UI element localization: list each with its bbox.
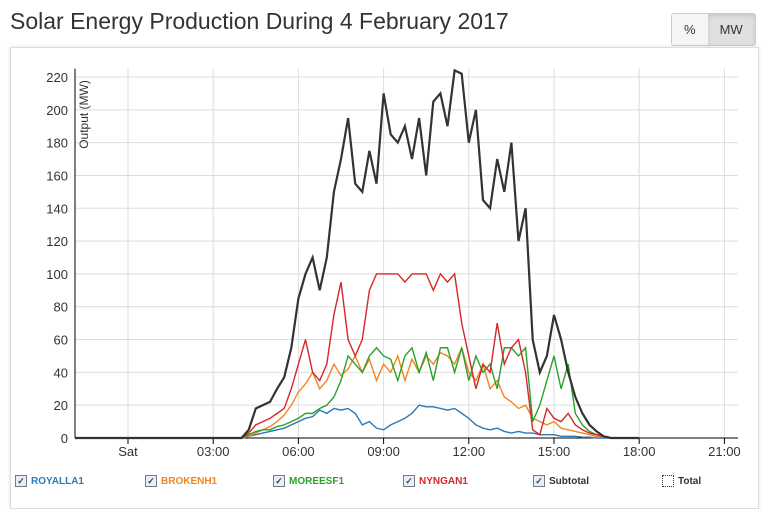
legend-label: BROKENH1 bbox=[161, 475, 218, 487]
x-tick-label: 12:00 bbox=[453, 444, 486, 459]
legend-label: MOREESF1 bbox=[289, 475, 345, 487]
y-tick-label: 160 bbox=[46, 168, 68, 183]
series-line-subtotal bbox=[75, 68, 640, 440]
legend-checkbox[interactable]: ✓ bbox=[533, 475, 545, 487]
legend-label: Total bbox=[678, 475, 702, 487]
series-line-moreesf1 bbox=[75, 346, 640, 439]
y-tick-label: 200 bbox=[46, 103, 68, 118]
series-line-royalla1 bbox=[75, 404, 640, 439]
chart: 0 20 40 60 80 100 120 140 160 180 200 220 Sat 03:00 06… bbox=[46, 68, 741, 459]
y-axis-label: Output (MW) bbox=[77, 80, 91, 149]
legend-item-brokenh1[interactable]: ✓ BROKENH1 bbox=[145, 475, 217, 487]
mw-button[interactable]: MW bbox=[707, 14, 755, 45]
x-tick-label: 06:00 bbox=[282, 444, 315, 459]
series-line-brokenh1 bbox=[75, 345, 640, 439]
legend-checkbox[interactable]: ✓ bbox=[403, 475, 415, 487]
legend-checkbox[interactable]: ✓ bbox=[273, 475, 285, 487]
legend-item-total[interactable]: Total bbox=[662, 475, 701, 487]
y-tick-label: 100 bbox=[46, 267, 68, 282]
y-tick-label: 120 bbox=[46, 234, 68, 249]
legend-label: ROYALLA1 bbox=[31, 475, 84, 487]
legend-item-moreesf1[interactable]: ✓ MOREESF1 bbox=[273, 475, 344, 487]
unit-toggle: % MW bbox=[671, 13, 756, 46]
y-tick-label: 60 bbox=[54, 333, 68, 348]
x-tick-label: 21:00 bbox=[708, 444, 741, 459]
percent-button[interactable]: % bbox=[672, 14, 708, 45]
y-tick-label: 0 bbox=[61, 431, 68, 446]
x-tick-label: Sat bbox=[118, 444, 138, 459]
x-tick-label: 09:00 bbox=[367, 444, 400, 459]
legend-checkbox[interactable]: ✓ bbox=[145, 475, 157, 487]
legend-item-nyngan1[interactable]: ✓ NYNGAN1 bbox=[403, 475, 468, 487]
legend-item-subtotal[interactable]: ✓ Subtotal bbox=[533, 475, 589, 487]
series-line-nyngan1 bbox=[75, 272, 640, 439]
legend-checkbox[interactable]: ✓ bbox=[15, 475, 27, 487]
legend-checkbox[interactable] bbox=[662, 475, 674, 487]
legend-label: NYNGAN1 bbox=[419, 475, 468, 487]
page-title: Solar Energy Production During 4 Februar… bbox=[10, 8, 509, 34]
y-tick-label: 220 bbox=[46, 70, 68, 85]
y-tick-label: 20 bbox=[54, 398, 68, 413]
y-tick-label: 140 bbox=[46, 201, 68, 216]
x-tick-label: 18:00 bbox=[623, 444, 656, 459]
y-tick-label: 180 bbox=[46, 136, 68, 151]
y-tick-label: 80 bbox=[54, 300, 68, 315]
legend-label: Subtotal bbox=[549, 475, 589, 487]
legend-item-royalla1[interactable]: ✓ ROYALLA1 bbox=[15, 475, 84, 487]
y-tick-label: 40 bbox=[54, 365, 68, 380]
x-tick-label: 15:00 bbox=[538, 444, 571, 459]
x-tick-label: 03:00 bbox=[197, 444, 230, 459]
